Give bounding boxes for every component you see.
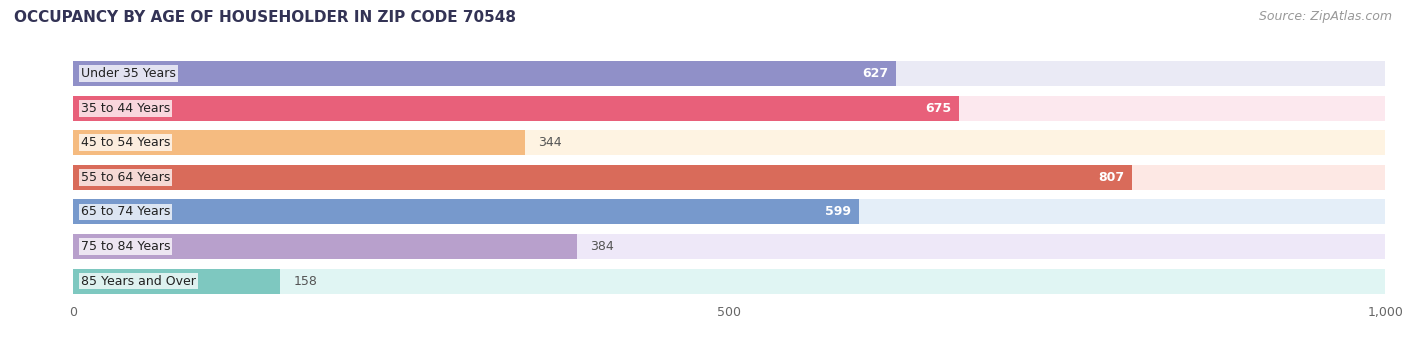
- Bar: [73, 269, 1385, 294]
- Bar: [73, 199, 859, 224]
- Text: 55 to 64 Years: 55 to 64 Years: [82, 171, 170, 184]
- Bar: [73, 61, 1385, 86]
- Bar: [73, 234, 576, 259]
- Bar: [73, 234, 1385, 259]
- Text: Source: ZipAtlas.com: Source: ZipAtlas.com: [1258, 10, 1392, 23]
- Text: 45 to 54 Years: 45 to 54 Years: [82, 136, 170, 149]
- Bar: [73, 61, 896, 86]
- Text: 344: 344: [537, 136, 561, 149]
- Bar: [73, 96, 959, 121]
- Text: 599: 599: [825, 205, 851, 218]
- Text: 35 to 44 Years: 35 to 44 Years: [82, 102, 170, 115]
- Bar: [73, 199, 1385, 224]
- Text: 807: 807: [1098, 171, 1125, 184]
- Text: 65 to 74 Years: 65 to 74 Years: [82, 205, 170, 218]
- Text: Under 35 Years: Under 35 Years: [82, 67, 176, 80]
- Bar: [73, 96, 1385, 121]
- Text: 75 to 84 Years: 75 to 84 Years: [82, 240, 170, 253]
- Text: OCCUPANCY BY AGE OF HOUSEHOLDER IN ZIP CODE 70548: OCCUPANCY BY AGE OF HOUSEHOLDER IN ZIP C…: [14, 10, 516, 25]
- Text: 384: 384: [591, 240, 614, 253]
- Text: 675: 675: [925, 102, 950, 115]
- Text: 627: 627: [862, 67, 889, 80]
- Text: 158: 158: [294, 275, 318, 287]
- Text: 85 Years and Over: 85 Years and Over: [82, 275, 195, 287]
- Bar: [73, 165, 1385, 190]
- Bar: [73, 165, 1132, 190]
- Bar: [73, 130, 524, 155]
- Bar: [73, 130, 1385, 155]
- Bar: [73, 269, 280, 294]
